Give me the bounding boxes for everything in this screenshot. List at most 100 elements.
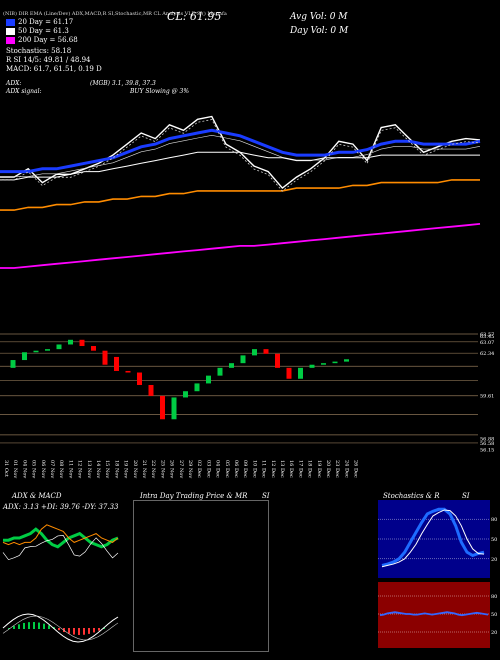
candle: [137, 372, 142, 385]
candle: [206, 375, 211, 384]
macd-histogram-bar: [63, 628, 65, 633]
candle: [286, 367, 292, 379]
x-tick-label: 17 Dec: [297, 460, 303, 478]
x-tick-label: 13 Nov: [86, 460, 92, 478]
candle: [183, 391, 188, 398]
x-tick-label: 02 Dec: [196, 460, 202, 478]
x-tick-label: 21 Nov: [141, 460, 147, 478]
x-tick-label: 10 Dec: [251, 460, 257, 478]
stoch-tick-label: 50: [491, 537, 497, 543]
candle: [263, 349, 269, 354]
intraday-panel: [133, 500, 269, 652]
macd-histogram-bar: [38, 622, 40, 629]
x-tick-label: 26 Nov: [169, 460, 175, 478]
candle: [194, 383, 200, 392]
x-tick-label: 14 Nov: [95, 460, 101, 478]
close-label: CL: 61.95: [167, 10, 222, 23]
y-tick-label: 56.88: [480, 436, 494, 442]
x-tick-label: 12 Nov: [77, 460, 83, 478]
candle: [102, 350, 108, 365]
x-tick-label: 19 Nov: [123, 460, 129, 478]
macd-histogram-bar: [98, 628, 100, 631]
candle: [91, 346, 96, 351]
candle: [240, 355, 246, 364]
price-ema-chart: [0, 115, 481, 269]
candle: [79, 339, 85, 347]
x-tick-label: 13 Dec: [279, 460, 285, 478]
rsi-tick-label: 20: [491, 630, 497, 636]
y-tick-label: 56.58: [480, 441, 494, 447]
intraday-si: SI: [262, 492, 270, 500]
ema200-line: [0, 223, 481, 269]
x-tick-label: 11 Dec: [261, 460, 267, 478]
x-tick-label: 26 Dec: [353, 460, 359, 478]
ema50-line: [0, 151, 480, 181]
macd-histogram-bar: [33, 622, 35, 629]
rsi-readout: R SI 14/5: 49.81 / 48.94: [6, 56, 91, 64]
x-tick-label: 09 Dec: [242, 460, 248, 478]
x-tick-label: 08 Nov: [58, 460, 64, 478]
ema100-line: [0, 179, 480, 211]
candle: [332, 361, 338, 364]
candle: [114, 356, 119, 371]
macd-histogram-bar: [78, 628, 80, 635]
macd-histogram-bar: [48, 625, 50, 629]
x-tick-label: 06 Dec: [233, 460, 239, 478]
x-tick-label: 12 Dec: [270, 460, 276, 478]
stoch-si: SI: [462, 492, 470, 500]
candle: [321, 363, 326, 365]
x-tick-label: 06 Nov: [40, 460, 46, 478]
candle: [10, 360, 16, 368]
stoch-tick-label: 80: [491, 517, 497, 523]
y-tick-label: 63.57: [480, 332, 494, 338]
candle: [33, 350, 39, 353]
ma-20-label: 20 Day = 61.17: [18, 18, 74, 26]
stoch-fast-line: [381, 507, 485, 567]
candle: [148, 384, 154, 396]
x-tick-label: 23 Dec: [334, 460, 340, 478]
macd-histogram-bar: [18, 624, 20, 629]
x-tick-label: 05 Nov: [31, 460, 37, 478]
x-tick-label: 03 Dec: [205, 460, 211, 478]
x-tick-label: 15 Nov: [104, 460, 110, 478]
candle: [68, 339, 73, 345]
macd-histogram-bar: [43, 623, 45, 629]
x-tick-label: 11 Nov: [67, 460, 73, 478]
macd-histogram-bar: [93, 628, 95, 633]
adx-values: (MGB) 3.1, 39.8, 37.3: [90, 80, 156, 87]
x-tick-label: 31 Oct: [3, 460, 9, 477]
adx-label: ADX:: [6, 80, 22, 87]
rsi-tick-label: 50: [491, 612, 497, 618]
candle: [125, 370, 131, 373]
x-tick-label: 20 Dec: [325, 460, 331, 478]
candle: [56, 344, 62, 350]
adx-orange-line: [2, 524, 119, 546]
macd-histogram-bar: [13, 626, 15, 629]
x-tick-label: 29 Nov: [187, 460, 193, 478]
ma-20-swatch: [6, 18, 15, 26]
adx-panel: ADX: 3.13 +DI: 39.76 -DY: 37.33: [0, 500, 125, 650]
candle: [229, 363, 234, 368]
rsi-tick-label: 80: [491, 594, 497, 600]
adx-panel-bg: [0, 500, 125, 650]
candle: [344, 359, 349, 362]
adx-green-line: [3, 527, 119, 549]
macd-signal-line: [2, 615, 119, 641]
adx-white-line: [2, 535, 119, 561]
ma-legend-item-50: 50 Day = 61.3: [6, 27, 102, 35]
adx-macd-title: ADX & MACD: [12, 492, 62, 500]
adx-panel-values: ADX: 3.13 +DI: 39.76 -DY: 37.33: [2, 503, 119, 511]
ma-200-swatch: [6, 36, 15, 44]
ma-50-label: 50 Day = 61.3: [18, 27, 69, 35]
stoch-title: Stochastics & R: [383, 492, 440, 500]
x-tick-label: 07 Nov: [49, 460, 55, 478]
x-tick-label: 05 Dec: [224, 460, 230, 478]
x-tick-label: 04 Dec: [215, 460, 221, 478]
macd-histogram-bar: [28, 622, 30, 629]
ma-legend: 20 Day = 61.17 50 Day = 61.3 200 Day = 5…: [6, 18, 102, 73]
x-tick-label: 20 Nov: [132, 460, 138, 478]
candle: [22, 352, 27, 361]
x-tick-label: 27 Nov: [178, 460, 184, 478]
ema20-lower-band: [0, 134, 481, 177]
x-tick-label: 18 Nov: [113, 460, 119, 478]
